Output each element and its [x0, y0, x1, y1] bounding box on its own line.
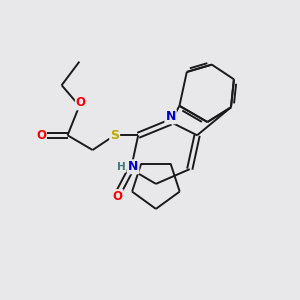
Text: H: H	[117, 162, 126, 172]
Text: S: S	[110, 129, 119, 142]
Text: O: O	[36, 129, 46, 142]
Text: O: O	[76, 96, 86, 110]
Text: O: O	[112, 190, 123, 203]
Text: N: N	[128, 160, 138, 173]
Text: N: N	[165, 110, 176, 123]
